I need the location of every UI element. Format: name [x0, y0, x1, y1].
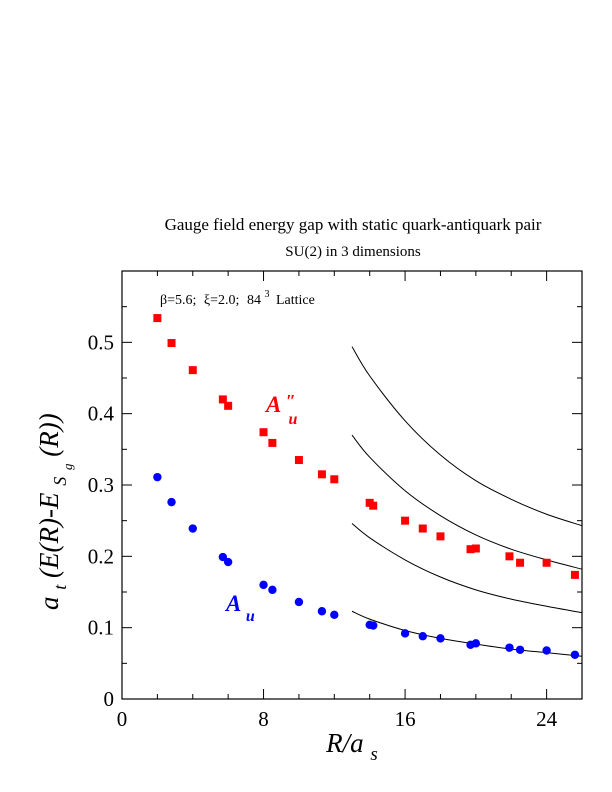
y-tick-label: 0.2	[88, 544, 114, 568]
data-point-circle	[153, 472, 162, 482]
data-point-circle	[418, 632, 427, 641]
x-axis-label-main: R/a	[325, 728, 364, 758]
data-point-circle	[570, 650, 580, 659]
series-label-main: A	[224, 591, 241, 616]
data-point-square	[570, 570, 579, 579]
y-axis-label-sub-s: S	[50, 477, 70, 486]
data-point-square	[294, 456, 303, 465]
y-axis-label: a t (E(R)-E S g (R))	[34, 413, 78, 610]
y-axis-label-sub-g: g	[60, 463, 75, 470]
x-tick-label: 24	[536, 707, 558, 731]
y-tick-label: 0.5	[88, 330, 114, 354]
data-point-circle	[188, 524, 197, 533]
y-axis-label-pre: a	[34, 597, 64, 611]
data-point-square	[471, 544, 480, 553]
x-tick-label: 16	[395, 707, 416, 731]
series-label-a-u-double-prime: A ″ u	[264, 387, 302, 428]
data-point-circle	[223, 557, 233, 567]
data-point-square	[542, 558, 551, 567]
data-point-square	[167, 339, 176, 348]
data-point-square	[317, 470, 326, 479]
data-point-square	[369, 501, 378, 510]
chart-title: Gauge field energy gap with static quark…	[165, 215, 542, 234]
plot-frame	[121, 270, 583, 700]
series-label-a-u: A u	[224, 591, 255, 625]
y-axis-label-mid: (E(R)-E	[34, 492, 64, 578]
data-point-square	[153, 314, 162, 323]
x-tick-label: 0	[117, 707, 128, 731]
data-point-circle	[436, 634, 445, 643]
data-point-square	[268, 438, 277, 447]
series-label-sub: u	[246, 608, 255, 625]
y-tick-label: 0.4	[88, 402, 115, 426]
lattice-size-text: 84	[247, 293, 261, 308]
lattice-exponent: 3	[264, 289, 269, 300]
data-point-square	[505, 552, 514, 561]
axis-ticks	[121, 271, 583, 700]
y-axis-label-post: (R))	[34, 413, 64, 456]
beta-text: β=5.6;	[160, 293, 196, 308]
x-axis-label: R/a s	[325, 728, 378, 765]
data-point-square	[418, 524, 427, 533]
series-label-prime: ″	[286, 391, 296, 411]
data-point-circle	[515, 645, 525, 654]
data-point-circle	[471, 639, 481, 648]
data-point-square	[330, 475, 339, 484]
lattice-annotation: β=5.6; ξ=2.0; 84 3 Lattice	[160, 286, 315, 308]
chart-subtitle: SU(2) in 3 dimensions	[285, 244, 421, 260]
theory-curve	[351, 523, 582, 614]
theory-curves	[351, 346, 582, 657]
data-point-square	[218, 395, 227, 404]
xi-text: ξ=2.0;	[204, 293, 240, 308]
data-point-circle	[369, 621, 378, 630]
y-tick-label: 0.1	[88, 616, 114, 640]
data-point-circle	[294, 597, 304, 607]
axis-tick-labels: 0 8 16 24 0 0.1 0.2 0.3 0.4 0.5	[88, 330, 558, 731]
data-point-circle	[259, 580, 268, 590]
data-point-square	[224, 401, 233, 410]
data-point-square	[516, 558, 525, 567]
y-tick-label: 0.3	[88, 473, 114, 497]
data-point-square	[259, 428, 268, 437]
lattice-word: Lattice	[276, 293, 315, 308]
x-tick-label: 8	[258, 707, 269, 731]
series-label-main: A	[264, 392, 281, 417]
x-axis-label-sub: s	[370, 744, 377, 765]
data-point-circle	[542, 646, 551, 655]
y-axis-label-sub-t: t	[50, 584, 70, 590]
data-point-circle	[218, 552, 228, 562]
theory-curve	[351, 346, 582, 527]
data-point-square	[188, 366, 197, 375]
series-label-sub: u	[289, 411, 298, 428]
y-tick-label: 0	[104, 687, 115, 711]
data-point-circle	[167, 497, 176, 507]
data-point-square	[466, 545, 475, 554]
data-point-circle	[505, 643, 514, 652]
data-point-circle	[400, 629, 410, 638]
data-point-circle	[330, 610, 339, 620]
data-point-square	[401, 516, 410, 525]
data-point-circle	[317, 607, 327, 616]
data-markers	[153, 314, 580, 659]
data-point-square	[436, 532, 445, 541]
data-point-circle	[268, 585, 277, 595]
